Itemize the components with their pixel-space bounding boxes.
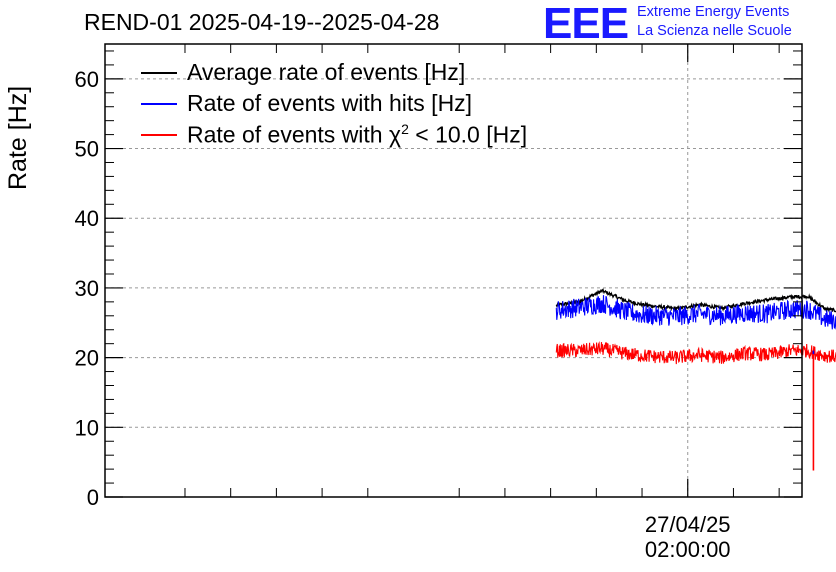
- legend-chi2-suffix: < 10.0 [Hz]: [408, 121, 528, 148]
- grid-lines: [105, 44, 802, 497]
- axis-ticks: [105, 44, 802, 498]
- legend-swatch-average: [141, 72, 177, 74]
- y-tick-label: 20: [75, 346, 99, 371]
- logo-line-2: La Scienza nelle Scuole: [637, 23, 792, 39]
- legend-label-chi2: Rate of events with χ2 < 10.0 [Hz]: [187, 121, 527, 149]
- y-axis-label: Rate [Hz]: [4, 85, 32, 190]
- eee-logo: EEE: [543, 0, 629, 48]
- logo-line-1: Extreme Energy Events: [637, 4, 790, 20]
- legend-label-average: Average rate of events [Hz]: [187, 59, 466, 85]
- axis-tick-labels: 010203040506027/04/2502:00:0028/04/2502:…: [75, 67, 731, 562]
- series-layer: [555, 288, 836, 471]
- y-tick-label: 60: [75, 67, 99, 92]
- legend-swatch-hits: [141, 103, 177, 105]
- x-tick-label-date: 27/04/25: [645, 512, 731, 537]
- y-tick-label: 0: [87, 485, 99, 510]
- legend-label-hits: Rate of events with hits [Hz]: [187, 90, 473, 116]
- legend-chi2-prefix: Rate of events with: [187, 121, 389, 148]
- series-line-1: [555, 295, 836, 330]
- y-tick-label: 10: [75, 415, 99, 440]
- logo-caption: Extreme Energy Events La Scienza nelle S…: [637, 3, 792, 41]
- series-line-0: [555, 288, 836, 313]
- legend-swatch-chi2: [141, 134, 177, 136]
- y-tick-label: 30: [75, 276, 99, 301]
- chart-title: REND-01 2025-04-19--2025-04-28: [84, 9, 440, 35]
- legend-chi2-superscript: 2: [401, 121, 409, 137]
- plot-frame: [104, 43, 803, 498]
- y-tick-label: 40: [75, 206, 99, 231]
- y-tick-label: 50: [75, 137, 99, 162]
- legend-chi2-symbol: χ: [389, 121, 402, 148]
- series-line-2: [555, 341, 836, 365]
- x-tick-label-time: 02:00:00: [645, 537, 731, 562]
